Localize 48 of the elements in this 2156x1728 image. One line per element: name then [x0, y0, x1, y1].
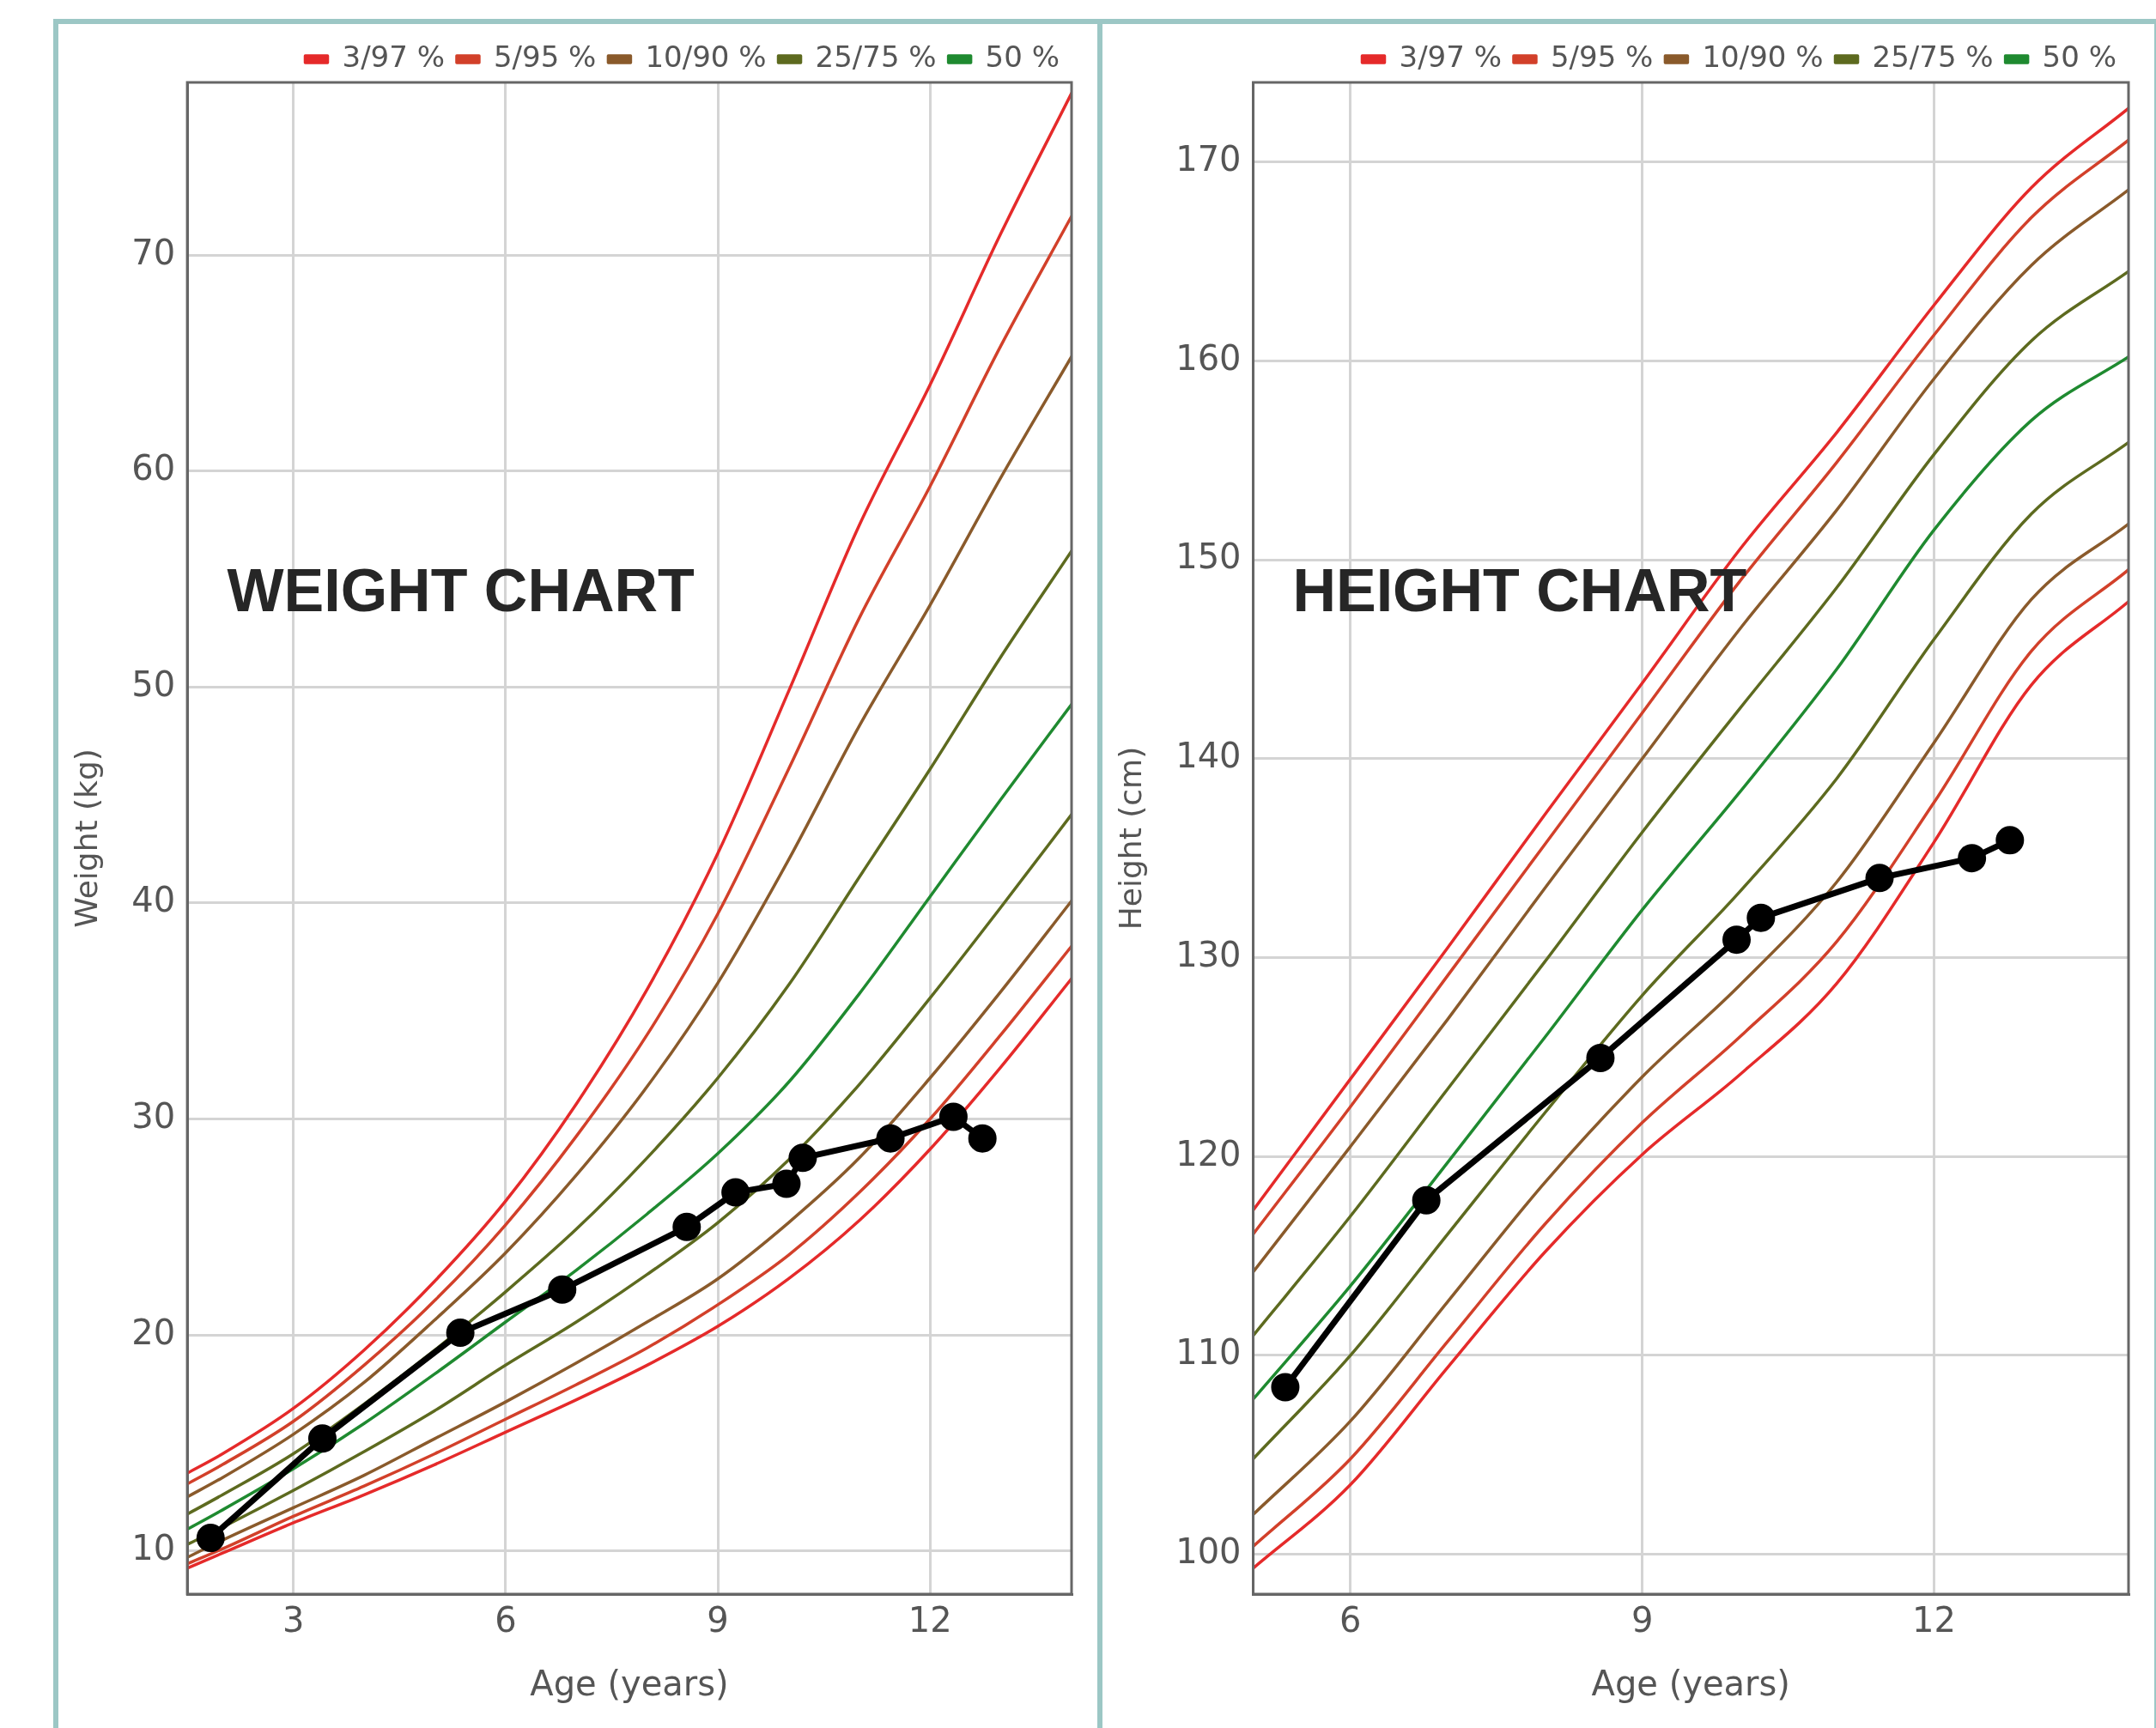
y-tick-label: 120 [1175, 1133, 1242, 1173]
x-axis-title: Age (years) [1591, 1664, 1790, 1704]
x-tick-label: 6 [1339, 1600, 1362, 1640]
y-tick-label: 170 [1175, 139, 1242, 179]
x-tick-label: 6 [495, 1600, 517, 1640]
legend-label: 5/95 % [1550, 39, 1654, 74]
legend-label: 10/90 % [1702, 39, 1824, 74]
y-tick-label: 150 [1175, 537, 1242, 577]
x-tick-label: 12 [908, 1600, 952, 1640]
y-tick-label: 10 [131, 1528, 176, 1568]
point [721, 1178, 750, 1207]
y-axis-title: Weight (kg) [68, 749, 104, 928]
legend-label: 25/75 % [815, 39, 937, 74]
y-tick-label: 50 [131, 664, 176, 704]
point [876, 1124, 905, 1153]
y-axis-title: Height (cm) [1112, 746, 1148, 931]
point [938, 1102, 968, 1131]
x-tick-label: 3 [282, 1600, 305, 1640]
point [446, 1319, 475, 1348]
y-tick-label: 30 [131, 1095, 176, 1136]
legend-label: 50 % [2042, 39, 2117, 74]
y-tick-label: 100 [1175, 1531, 1242, 1572]
legend-label: 10/90 % [645, 39, 767, 74]
annotation: WEIGHT CHART [227, 557, 695, 625]
y-tick-label: 40 [131, 880, 176, 920]
y-tick-label: 110 [1175, 1332, 1242, 1373]
point [788, 1143, 817, 1173]
x-tick-label: 12 [1912, 1600, 1956, 1640]
x-tick-label: 9 [1631, 1600, 1654, 1640]
point [196, 1524, 225, 1553]
y-tick-label: 20 [131, 1312, 176, 1352]
x-axis-title: Age (years) [530, 1664, 729, 1704]
legend-label: 3/97 % [1399, 39, 1502, 74]
legend-label: 5/95 % [493, 39, 597, 74]
point [548, 1275, 577, 1304]
y-tick-label: 70 [131, 232, 176, 272]
x-tick-label: 9 [707, 1600, 729, 1640]
point [968, 1124, 997, 1153]
point [672, 1212, 701, 1241]
y-tick-label: 140 [1175, 736, 1242, 776]
y-tick-label: 160 [1175, 337, 1242, 378]
point [307, 1424, 337, 1453]
y-tick-label: 60 [131, 448, 176, 488]
legend-label: 3/97 % [342, 39, 445, 74]
point [772, 1169, 801, 1198]
legend-label: 50 % [985, 39, 1060, 74]
legend-label: 25/75 % [1872, 39, 1994, 74]
y-tick-label: 130 [1175, 934, 1242, 974]
